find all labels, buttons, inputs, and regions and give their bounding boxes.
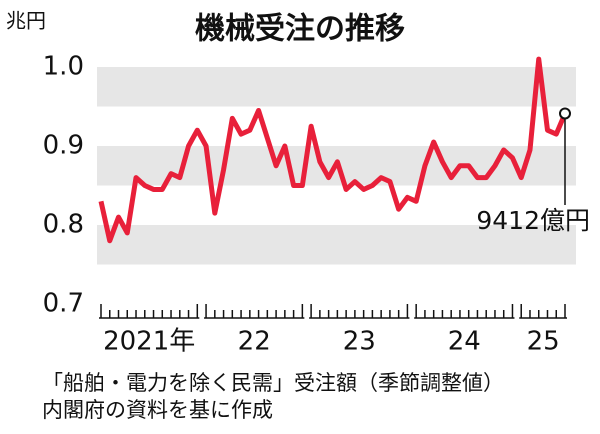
y-tick-label: 0.9 [43,131,84,161]
x-tick-label: 2021年 [103,327,195,357]
annotation: 9412億円 [476,206,590,235]
x-tick-label: 24 [448,327,481,357]
note: 内閣府の資料を基に作成 [42,398,273,422]
chart-title: 機械受注の推移 [195,12,405,47]
x-tick-label: 23 [343,327,376,357]
y-tick-label: 0.8 [43,210,84,240]
x-tick-label: 25 [527,327,560,357]
y-tick-label: 1.0 [43,52,84,82]
line [98,56,568,244]
band [97,225,576,265]
y-tick-label: 0.7 [43,289,84,319]
x-tick-label: 22 [238,327,271,357]
band [97,67,576,107]
last-point [559,107,571,120]
note: 「船舶・電力を除く民需」受注額（季節調整値） [42,371,504,395]
y-unit: 兆円 [6,9,46,33]
